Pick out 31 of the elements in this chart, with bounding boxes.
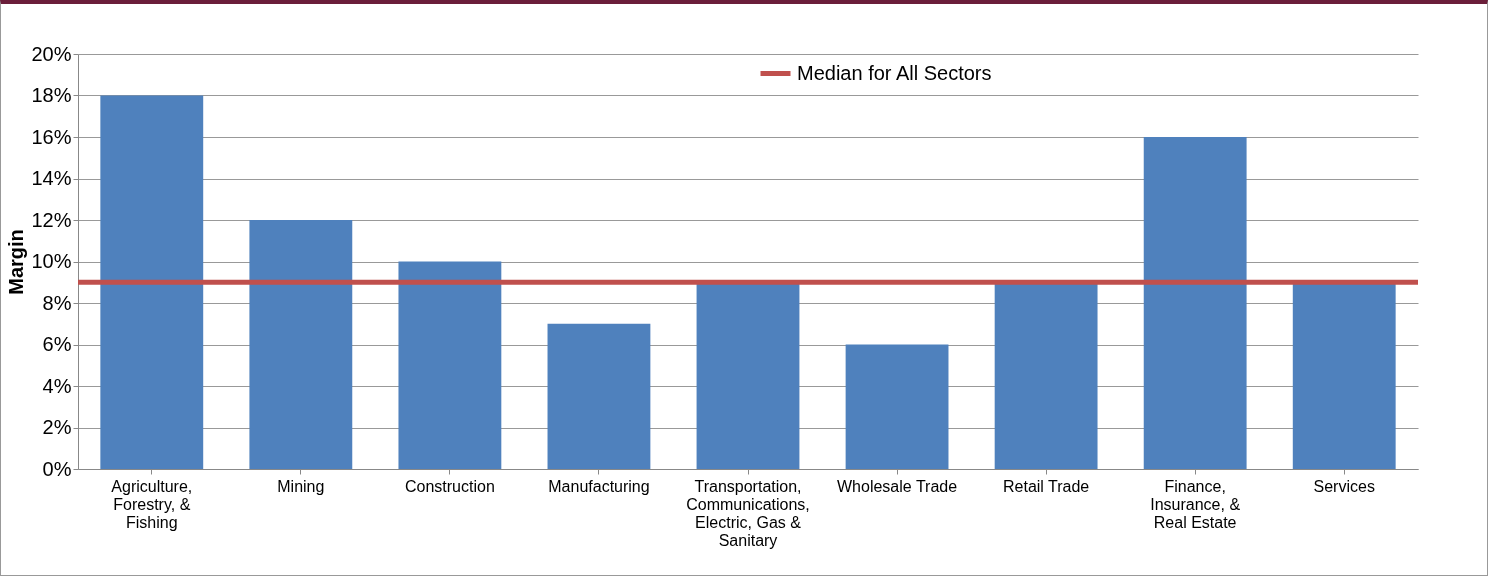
y-tick-label: 14% <box>31 167 72 189</box>
x-tick-label: Wholesale Trade <box>837 477 958 495</box>
y-tick-label: 0% <box>42 457 72 480</box>
bar <box>398 261 502 469</box>
x-tick-label: Agriculture, Forestry, & Fishing <box>111 477 193 531</box>
y-tick-label: 12% <box>31 208 72 231</box>
x-tick-label: Services <box>1313 477 1375 495</box>
y-tick-label: 20% <box>31 42 72 65</box>
bar <box>547 323 651 469</box>
x-tick-label: Retail Trade <box>1002 477 1090 495</box>
x-tick-label: Construction <box>404 477 495 495</box>
bar <box>1292 282 1396 469</box>
bar <box>696 282 800 469</box>
x-tick-label: Manufacturing <box>548 477 650 495</box>
y-tick-label: 8% <box>42 291 72 314</box>
bar <box>845 344 949 469</box>
bar <box>100 95 204 469</box>
x-tick-label: Mining <box>277 477 325 495</box>
bar <box>994 282 1098 469</box>
y-axis-title: Margin <box>5 229 28 295</box>
legend-label: Median for All Sectors <box>797 61 992 84</box>
x-tick-label: Finance, Insurance, & Real Estate <box>1150 477 1241 531</box>
y-tick-label: 2% <box>42 416 72 438</box>
y-tick-label: 16% <box>31 125 72 148</box>
bar <box>249 220 353 469</box>
y-tick-label: 10% <box>31 250 72 272</box>
y-tick-label: 4% <box>42 374 72 397</box>
y-tick-label: 6% <box>42 333 72 355</box>
y-tick-label: 18% <box>31 84 72 106</box>
bar <box>1143 137 1247 469</box>
x-tick-label: Transportation, Communications, Electric, Gas & Sanitary <box>686 477 810 549</box>
